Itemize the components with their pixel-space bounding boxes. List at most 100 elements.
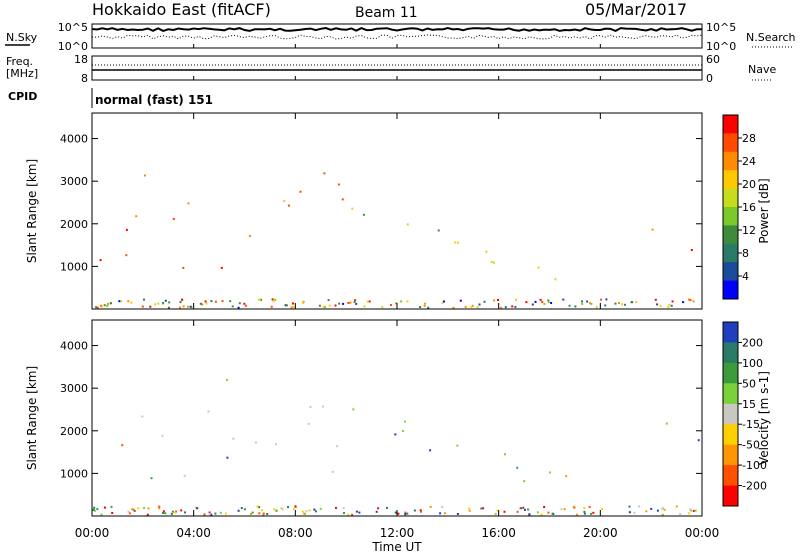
velocity-echo-cell: [516, 466, 519, 469]
power-colorbar-swatch: [723, 151, 738, 171]
velocity-echo-cell: [404, 511, 407, 514]
velocity-echo-cell: [590, 512, 593, 515]
velocity-echo-cell: [528, 513, 531, 516]
velocity-echo-cell: [468, 507, 471, 510]
power-echo-cell: [443, 300, 445, 303]
velocity-echo-cell: [468, 509, 471, 512]
power-echo-cell: [260, 298, 263, 301]
velocity-echo-cell: [661, 513, 664, 516]
nsearch-trace: [91, 34, 703, 40]
velocity-echo-cell: [110, 505, 113, 508]
velocity-echo-cell: [146, 513, 149, 516]
velocity-echo-cell: [663, 508, 666, 511]
velocity-echo-cell: [214, 512, 217, 515]
velocity-echo-cell: [170, 512, 173, 515]
power-echo-cell: [539, 298, 542, 301]
velocity-echo-cell: [429, 449, 432, 452]
power-echo-cell: [353, 300, 356, 303]
power-echo-cell: [135, 215, 138, 218]
velocity-echo-cell: [275, 509, 278, 512]
power-echo-cell: [624, 303, 626, 306]
nave-top-tick: 60: [706, 53, 720, 66]
velocity-echo-cell: [394, 433, 397, 436]
velocity-echo-cell: [256, 505, 259, 508]
velocity-echo-cell: [262, 512, 265, 515]
power-echo-cell: [99, 259, 102, 262]
power-echo-cell: [493, 299, 496, 302]
velocity-colorbar-tick-label: -15: [742, 418, 760, 431]
power-echo-cell: [454, 241, 457, 244]
velocity-echo-cell: [397, 512, 400, 515]
velocity-echo-cell: [548, 471, 551, 474]
velocity-echo-cell: [141, 415, 144, 418]
power-colorbar-tick-label: 16: [742, 201, 756, 214]
velocity-colorbar-swatch: [723, 465, 738, 486]
velocity-echo-cell: [261, 509, 263, 512]
power-echo-cell: [537, 266, 540, 269]
power-colorbar-tick-label: 20: [742, 178, 756, 191]
power-echo-cell: [189, 305, 192, 308]
velocity-echo-cell: [294, 505, 297, 508]
velocity-echo-cell: [258, 506, 261, 509]
velocity-colorbar-swatch: [723, 485, 738, 507]
nsky-trace: [91, 26, 702, 33]
velocity-colorbar-tick-label: -200: [742, 480, 767, 493]
power-colorbar-tick-label: 8: [742, 247, 749, 260]
power-echo-cell: [334, 304, 337, 307]
velocity-echo-cell: [523, 508, 526, 511]
power-echo-cell: [362, 213, 365, 216]
power-echo-cell: [631, 301, 634, 304]
station-title: Hokkaido East (fitACF): [92, 0, 271, 19]
power-echo-cell: [427, 306, 430, 309]
power-echo-cell: [562, 298, 565, 301]
nsky-top-tick: 10^5: [58, 21, 88, 34]
freq-top-tick: 18: [74, 53, 88, 66]
velocity-echo-cell: [137, 507, 140, 510]
power-echo-cell: [187, 202, 190, 205]
power-echo-cell: [292, 302, 294, 305]
velocity-echo-cell: [237, 509, 240, 512]
velocity-echo-cell: [243, 508, 246, 511]
power-echo-cell: [586, 300, 589, 303]
power-echo-cell: [238, 302, 241, 305]
power-echo-cell: [423, 304, 426, 307]
power-echo-cell: [204, 300, 207, 303]
velocity-echo-cell: [180, 509, 183, 512]
power-echo-cell: [574, 305, 577, 308]
velocity-echo-cell: [305, 510, 308, 513]
velocity-echo-cell: [628, 505, 631, 508]
velocity-echo-cell: [443, 512, 446, 515]
velocity-echo-cell: [307, 422, 310, 425]
freq-bottom-tick: 8: [81, 72, 88, 85]
power-echo-cell: [347, 302, 350, 304]
velocity-echoes: [92, 378, 700, 516]
velocity-echo-cell: [565, 475, 568, 478]
power-echo-cell: [441, 301, 444, 304]
nave-bottom-tick: 0: [706, 72, 713, 85]
power-echo-cell: [581, 302, 584, 305]
power-colorbar-swatch: [723, 243, 738, 263]
velocity-colorbar-tick-label: -100: [742, 459, 767, 472]
power-echo-cell: [671, 300, 674, 303]
velocity-echo-cell: [456, 444, 459, 447]
velocity-echo-cell: [413, 509, 416, 512]
velocity-echo-cell: [404, 420, 407, 423]
power-echo-cell: [547, 301, 550, 303]
power-echo-cell: [581, 300, 583, 303]
time-tick-label: 04:00: [176, 526, 211, 540]
power-echo-cell: [355, 302, 358, 305]
power-echo-cell: [604, 304, 607, 307]
velocity-echo-cell: [161, 434, 164, 437]
power-echo-cell: [614, 302, 617, 305]
power-echo-cell: [172, 218, 175, 220]
power-colorbar-tick-label: 28: [742, 132, 756, 145]
velocity-echo-cell: [301, 510, 304, 513]
power-echo-cell: [243, 302, 246, 305]
velocity-echo-cell: [321, 405, 324, 408]
power-echo-cell: [95, 306, 98, 309]
time-axis: 00:00 04:00 08:00 12:00 16:00 20:00 00:00: [75, 44, 719, 540]
power-echo-cell: [568, 304, 571, 307]
velocity-echo-cell: [262, 513, 265, 516]
power-echo-cell: [504, 306, 507, 309]
